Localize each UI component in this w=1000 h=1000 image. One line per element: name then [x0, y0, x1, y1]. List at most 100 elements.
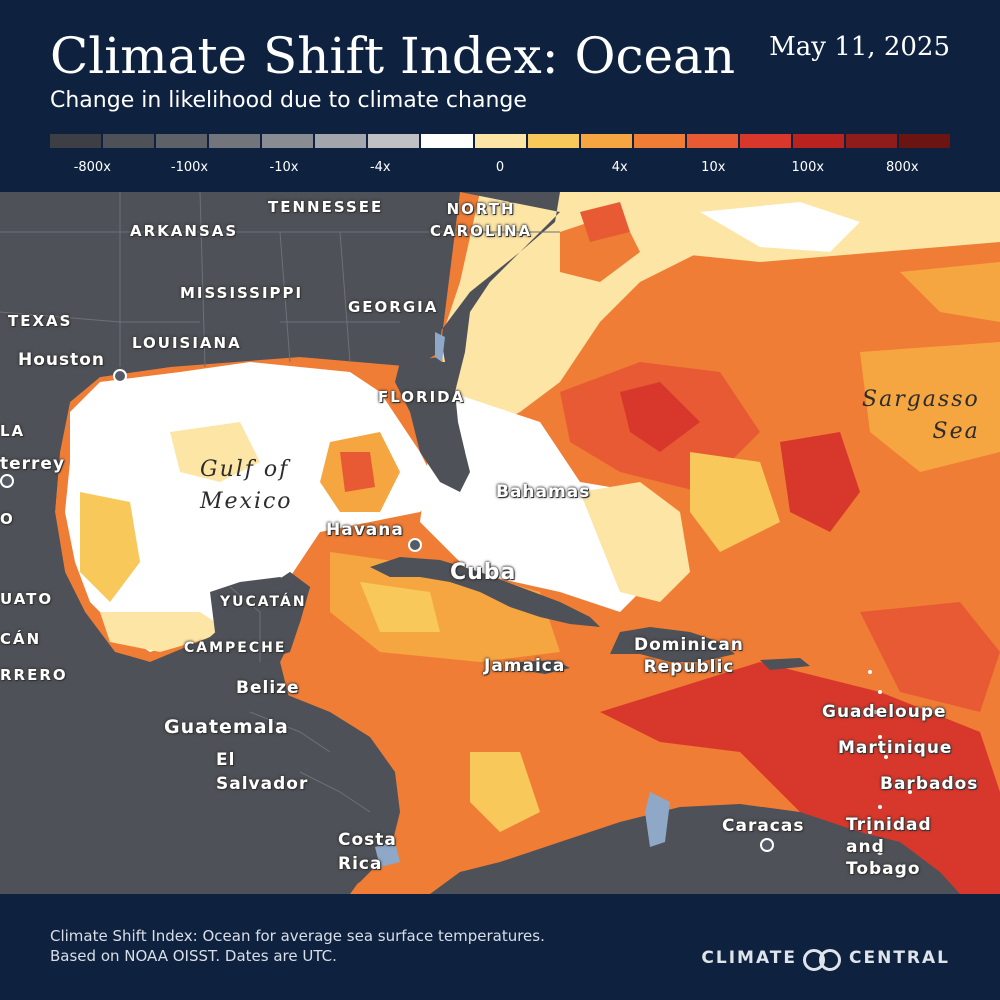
central-america-land — [200, 692, 400, 894]
map[interactable]: TENNESSEE NORTH CAROLINA ARKANSAS MISSIS… — [0, 192, 1000, 894]
subtitle: Change in likelihood due to climate chan… — [50, 88, 527, 113]
legend-swatch-3 — [209, 134, 263, 148]
south-america-land — [430, 804, 960, 894]
legend-swatch-2 — [156, 134, 210, 148]
label-gulf-of-mexico: Gulf of Mexico — [200, 457, 293, 514]
label-north-carolina: NORTH CAROLINA — [430, 200, 533, 240]
legend-swatch-0 — [50, 134, 104, 148]
legend-swatch-13 — [739, 134, 793, 148]
brand-left: CLIMATE — [701, 948, 797, 968]
label-mississippi: MISSISSIPPI — [180, 284, 304, 302]
ocean-patch-amber-ne — [900, 262, 1000, 322]
label-martinique: Martinique — [838, 738, 953, 758]
gulf-patch-yellow-west — [80, 492, 140, 602]
color-legend-labels: -800x -100x -10x -4x 0 4x 10x 100x 800x — [50, 160, 950, 180]
legend-label-2: -10x — [269, 160, 299, 175]
label-dominican-republic: Dominican Republic — [634, 635, 744, 677]
header: Climate Shift Index: Ocean May 11, 2025 … — [0, 0, 1000, 192]
borders — [0, 192, 560, 813]
label-caracas: Caracas — [722, 816, 805, 836]
label-havana: Havana — [326, 520, 404, 540]
label-arkansas: ARKANSAS — [130, 222, 239, 240]
label-michoacan-partial: CÁN — [0, 630, 42, 648]
legend-swatch-12 — [686, 134, 740, 148]
label-texas: TEXAS — [8, 312, 73, 330]
legend-label-8: 800x — [886, 160, 919, 175]
label-guerrero-partial: RRERO — [0, 666, 68, 684]
legend-swatch-5 — [315, 134, 369, 148]
ocean-patch-west-carib — [330, 552, 560, 662]
lake-maracaibo — [645, 792, 670, 847]
footer: Climate Shift Index: Ocean for average s… — [0, 894, 1000, 1000]
ocean-patch-amber-east — [860, 342, 1000, 472]
ocean-patch-west-carib-yellow — [360, 582, 440, 632]
ocean-patch-carib-yellow — [470, 752, 540, 832]
legend-swatch-7 — [421, 134, 475, 148]
legend-swatch-16 — [899, 134, 951, 148]
brand-right: CENTRAL — [849, 948, 950, 968]
legend-label-4: 0 — [495, 160, 505, 175]
legend-swatch-9 — [527, 134, 581, 148]
gulf-of-mexico-water — [65, 362, 440, 652]
label-florida: FLORIDA — [378, 388, 466, 406]
legend-swatch-6 — [368, 134, 422, 148]
page-title: Climate Shift Index: Ocean — [50, 27, 736, 85]
monterrey-marker-icon[interactable] — [0, 474, 14, 488]
label-bahamas: Bahamas — [496, 482, 591, 502]
havana-marker-icon[interactable] — [408, 538, 422, 552]
lake-okeechobee — [435, 332, 445, 362]
legend-swatch-15 — [845, 134, 899, 148]
label-georgia: GEORGIA — [348, 298, 439, 316]
legend-label-0: -800x — [73, 160, 111, 175]
label-tennessee: TENNESSEE — [268, 198, 384, 216]
label-barbados: Barbados — [880, 774, 979, 794]
legend-swatch-11 — [633, 134, 687, 148]
brand-logo[interactable]: CLIMATE CENTRAL — [701, 946, 950, 971]
ocean-patch-red-dark-1 — [620, 382, 700, 452]
ocean-patch-bahamas-white — [420, 392, 660, 612]
legend-swatch-8 — [474, 134, 528, 148]
label-o-partial: O — [0, 510, 15, 528]
florida-land — [395, 357, 470, 492]
label-sargasso-sea: Sargasso Sea — [862, 387, 980, 444]
legend-swatch-1 — [103, 134, 157, 148]
source-note: Climate Shift Index: Ocean for average s… — [50, 926, 545, 966]
gulf-patch-pale-south — [100, 612, 230, 652]
label-belize: Belize — [236, 678, 300, 698]
label-el-salvador: El Salvador — [216, 750, 309, 794]
puerto-rico-land — [760, 658, 810, 670]
ocean-patch-east-red — [860, 602, 1000, 712]
ocean-patch-bahamas-pale — [580, 482, 690, 602]
label-yucatan: YUCATÁN — [220, 594, 307, 610]
hispaniola-land — [610, 627, 735, 662]
legend-swatch-4 — [262, 134, 316, 148]
ocean-patch-red-nc — [580, 202, 630, 242]
source-note-line1: Climate Shift Index: Ocean for average s… — [50, 927, 545, 945]
brand-rings-icon — [803, 947, 843, 971]
label-louisiana: LOUISIANA — [132, 334, 242, 352]
ocean-patch-white-north — [700, 202, 860, 252]
label-guanajuato-partial: UATO — [0, 590, 54, 608]
lake-nicaragua — [375, 842, 400, 867]
caracas-marker-icon[interactable] — [760, 838, 774, 852]
legend-label-1: -100x — [170, 160, 209, 175]
mainland-land — [0, 192, 460, 894]
ocean-patch-caribbean-red — [600, 662, 1000, 894]
label-jamaica: Jamaica — [484, 656, 566, 676]
label-cuba: Cuba — [450, 560, 517, 585]
color-legend-bar — [50, 134, 951, 148]
legend-swatch-10 — [580, 134, 634, 148]
ocean-patch-yellow-1 — [690, 452, 780, 552]
gulf-patch-pale — [170, 422, 260, 482]
legend-label-6: 10x — [701, 160, 726, 175]
legend-label-7: 100x — [791, 160, 825, 175]
legend-swatch-14 — [792, 134, 846, 148]
source-note-line2: Based on NOAA OISST. Dates are UTC. — [50, 947, 337, 965]
legend-label-3: -4x — [369, 160, 391, 175]
map-canvas — [0, 192, 1000, 894]
houston-marker-icon[interactable] — [113, 369, 127, 383]
gulf-patch-red — [340, 452, 375, 492]
label-campeche: CAMPECHE — [184, 640, 287, 656]
label-monterrey-partial: terrey — [0, 454, 66, 474]
legend-label-5: 4x — [611, 160, 628, 175]
